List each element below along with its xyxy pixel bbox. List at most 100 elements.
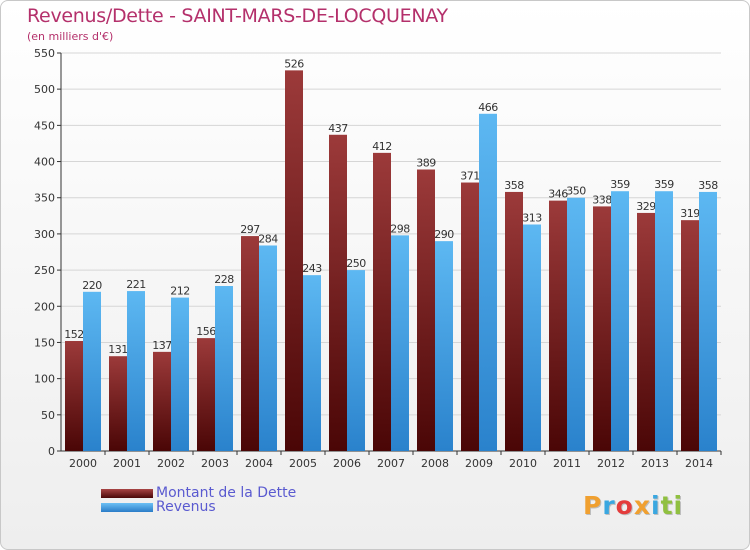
data-label-dette: 329 <box>636 200 656 213</box>
data-label-revenus: 466 <box>478 101 498 114</box>
data-label-dette: 156 <box>196 325 216 338</box>
x-tick-label: 2002 <box>157 457 185 470</box>
bar-revenus <box>215 286 233 451</box>
chart-title: Revenus/Dette - SAINT-MARS-DE-LOCQUENAY <box>27 5 448 27</box>
chart-subtitle: (en milliers d'€) <box>27 30 114 43</box>
bar-dette <box>153 351 171 451</box>
bar-dette <box>285 70 303 451</box>
data-label-revenus: 298 <box>390 222 410 235</box>
y-tick-label: 250 <box>34 264 55 277</box>
x-tick-label: 2012 <box>597 457 625 470</box>
bar-dette <box>593 206 611 451</box>
bar-dette <box>637 212 655 451</box>
x-tick-label: 2001 <box>113 457 141 470</box>
bar-dette <box>109 356 127 451</box>
y-tick-label: 300 <box>34 228 55 241</box>
data-label-revenus: 358 <box>698 179 718 192</box>
bar-revenus <box>699 191 717 452</box>
data-label-revenus: 212 <box>170 285 190 298</box>
x-tick-label: 2013 <box>641 457 669 470</box>
y-tick-label: 350 <box>34 192 55 205</box>
legend-label-revenus: Revenus <box>156 499 216 515</box>
data-label-dette: 137 <box>152 339 172 352</box>
logo-letter: o <box>615 491 634 520</box>
bar-revenus <box>391 235 409 451</box>
bar-dette <box>417 169 435 452</box>
bar-dette <box>65 341 83 451</box>
x-tick-label: 2006 <box>333 457 361 470</box>
y-tick-label: 400 <box>34 156 55 169</box>
bar-dette <box>329 134 347 451</box>
data-label-revenus: 313 <box>522 212 542 225</box>
bar-revenus <box>567 197 585 451</box>
x-tick-label: 2000 <box>69 457 97 470</box>
data-label-dette: 131 <box>108 343 128 356</box>
data-label-revenus: 359 <box>654 178 674 191</box>
data-label-dette: 338 <box>592 193 612 206</box>
bar-revenus <box>259 245 277 451</box>
data-label-revenus: 284 <box>258 232 278 245</box>
legend-swatch-dette <box>101 489 153 498</box>
bar-revenus <box>171 297 189 451</box>
bar-revenus <box>523 224 541 451</box>
logo-letter: t <box>660 491 674 520</box>
logo-letter: r <box>602 491 616 520</box>
bar-dette <box>505 191 523 452</box>
x-tick-label: 2009 <box>465 457 493 470</box>
data-label-dette: 437 <box>328 122 348 135</box>
data-label-dette: 412 <box>372 140 392 153</box>
bar-dette <box>241 236 259 451</box>
data-label-dette: 346 <box>548 188 568 201</box>
data-label-revenus: 220 <box>82 279 102 292</box>
data-label-revenus: 243 <box>302 262 322 275</box>
y-tick-label: 150 <box>34 336 55 349</box>
x-tick-label: 2010 <box>509 457 537 470</box>
y-tick-label: 50 <box>41 409 55 422</box>
x-tick-label: 2011 <box>553 457 581 470</box>
bar-revenus <box>435 241 453 451</box>
data-label-dette: 319 <box>680 207 700 220</box>
legend-swatch-revenus <box>101 503 153 512</box>
x-tick-label: 2014 <box>685 457 713 470</box>
data-label-dette: 297 <box>240 223 260 236</box>
y-tick-label: 200 <box>34 300 55 313</box>
data-label-dette: 371 <box>460 170 480 183</box>
bar-revenus <box>83 291 101 451</box>
x-tick-label: 2003 <box>201 457 229 470</box>
data-label-dette: 152 <box>64 328 84 341</box>
bar-dette <box>549 200 567 451</box>
data-label-dette: 389 <box>416 157 436 170</box>
data-label-revenus: 359 <box>610 178 630 191</box>
bar-dette <box>461 182 479 451</box>
y-tick-label: 100 <box>34 373 55 386</box>
logo-letter: i <box>673 491 684 520</box>
legend-label-dette: Montant de la Dette <box>156 485 297 501</box>
bar-revenus <box>479 113 497 451</box>
y-tick-label: 500 <box>34 83 55 96</box>
logo-letter: i <box>651 491 661 520</box>
x-tick-label: 2004 <box>245 457 273 470</box>
bar-revenus <box>347 270 365 451</box>
data-label-revenus: 228 <box>214 273 234 286</box>
data-label-dette: 358 <box>504 179 524 192</box>
y-tick-label: 450 <box>34 119 55 132</box>
x-tick-label: 2007 <box>377 457 405 470</box>
logo-letter: P <box>583 491 603 520</box>
bar-revenus <box>611 191 629 451</box>
bar-dette <box>681 220 699 451</box>
x-tick-label: 2005 <box>289 457 317 470</box>
y-tick-label: 0 <box>48 445 55 458</box>
bar-revenus <box>303 275 321 451</box>
proxiti-logo: Proxiti <box>583 491 683 520</box>
y-tick-label: 550 <box>34 47 55 60</box>
data-label-revenus: 250 <box>346 257 366 270</box>
data-label-revenus: 290 <box>434 228 454 241</box>
data-label-revenus: 350 <box>566 185 586 198</box>
bar-dette <box>197 338 215 451</box>
bar-revenus <box>655 191 673 451</box>
data-label-dette: 526 <box>284 57 304 70</box>
bar-revenus <box>127 291 145 451</box>
logo-letter: x <box>633 491 651 520</box>
